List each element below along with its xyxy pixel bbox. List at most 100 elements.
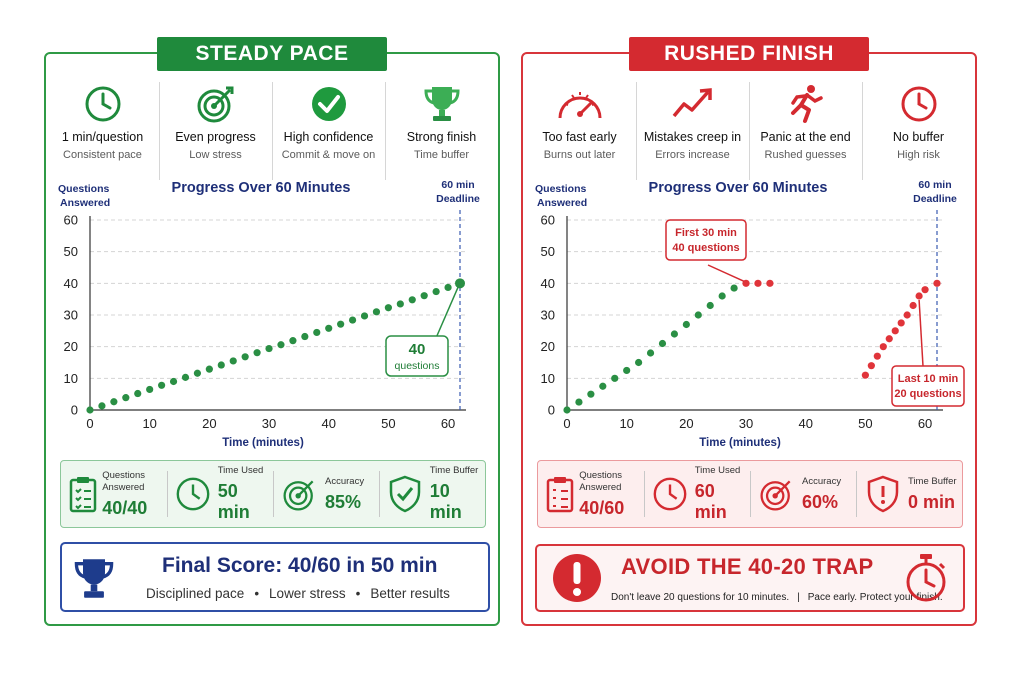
- separator-dot: •: [355, 586, 361, 601]
- x-tick-label: 40: [798, 416, 812, 431]
- data-point: [921, 286, 929, 294]
- x-tick-label: 30: [739, 416, 753, 431]
- deadline-label: Deadline: [913, 193, 957, 205]
- data-point: [86, 406, 94, 414]
- stat-value: 50 min: [217, 481, 250, 522]
- data-point: [396, 300, 404, 308]
- feature-title: High confidence: [283, 130, 374, 144]
- stat-time-buffer: Time Buffer 10 min: [379, 461, 485, 527]
- feature-title: No buffer: [892, 130, 945, 144]
- target-icon: [279, 475, 321, 513]
- feature-item: Mistakes creep in Errors increase: [636, 76, 749, 186]
- feature-item: 1 min/question Consistent pace: [46, 76, 159, 186]
- warning-sub-item: Don't leave 20 questions for 10 minutes.: [611, 592, 790, 603]
- data-point: [289, 337, 297, 345]
- data-point: [408, 296, 416, 304]
- final-sub-item: Lower stress: [269, 586, 346, 601]
- data-point: [229, 357, 237, 365]
- x-tick-label: 60: [441, 416, 455, 431]
- final-sub-item: Better results: [370, 586, 450, 601]
- deadline-label: Deadline: [436, 193, 480, 205]
- stat-value: 85%: [325, 491, 362, 512]
- data-point: [169, 377, 178, 386]
- steady-pace-panel: STEADY PACE 1 min/question Consistent pa…: [44, 37, 500, 626]
- target-icon: [756, 475, 798, 513]
- feature-title: Even progress: [175, 130, 256, 144]
- data-point: [444, 283, 452, 292]
- x-tick-label: 10: [142, 416, 156, 431]
- x-tick-label: 30: [262, 416, 276, 431]
- callout-text: First 30 min: [675, 227, 737, 239]
- data-point: [718, 292, 726, 300]
- feature-subtitle: Rushed guesses: [764, 149, 847, 161]
- stat-label: Time Used: [694, 465, 741, 476]
- x-tick-label: 20: [202, 416, 216, 431]
- data-point: [420, 292, 428, 300]
- trend-up-icon: [636, 80, 749, 128]
- feature-subtitle: Low stress: [189, 149, 242, 161]
- x-tick-label: 0: [86, 416, 93, 431]
- y-axis-label: Answered: [537, 197, 587, 209]
- x-tick-label: 40: [321, 416, 335, 431]
- shield-alert-icon: [862, 475, 904, 513]
- feature-item: Even progress Low stress: [159, 76, 272, 186]
- feature-title: Too fast early: [542, 130, 617, 144]
- clock-icon: [173, 475, 214, 513]
- feature-item: Strong finish Time buffer: [385, 76, 498, 186]
- feature-subtitle: Errors increase: [655, 149, 730, 161]
- separator-dot: •: [254, 586, 260, 601]
- data-point: [217, 361, 225, 369]
- warning-subtitle: Don't leave 20 questions for 10 minutes.…: [611, 592, 943, 603]
- data-point: [432, 287, 440, 296]
- data-point: [742, 279, 750, 287]
- x-tick-label: 0: [563, 416, 570, 431]
- exclamation-icon: [551, 552, 603, 609]
- final-score-title: Final Score: 40/60 in 50 min: [162, 554, 438, 577]
- speedometer-icon: [523, 80, 636, 128]
- feature-title: Mistakes creep in: [643, 130, 742, 144]
- stats-bar: Questions Answered 40/40 Time Used 50 mi…: [60, 460, 486, 528]
- stat-value: 40/60: [579, 497, 625, 518]
- data-point: [122, 394, 130, 402]
- stat-label: Accuracy: [802, 475, 842, 487]
- x-axis-label: Time (minutes): [222, 437, 304, 449]
- data-point: [587, 390, 595, 398]
- stat-value: 60 min: [694, 481, 727, 522]
- data-point: [205, 365, 213, 373]
- data-point: [646, 349, 655, 357]
- data-point: [348, 316, 357, 324]
- stat-time-used: Time Used 50 min: [167, 461, 273, 527]
- clock-icon: [862, 80, 975, 128]
- data-point: [885, 335, 893, 343]
- y-tick-label: 60: [541, 213, 555, 228]
- clock-icon: [650, 475, 691, 513]
- feature-item: Too fast early Burns out later: [523, 76, 636, 186]
- data-point: [98, 402, 106, 410]
- stat-label: Time Buffer: [908, 475, 957, 487]
- data-point: [915, 292, 923, 300]
- checkmark-icon: [272, 80, 385, 128]
- deadline-label: 60 min: [918, 179, 951, 191]
- data-point: [253, 349, 261, 357]
- feature-subtitle: Burns out later: [543, 149, 616, 161]
- data-point: [360, 312, 369, 320]
- feature-subtitle: Time buffer: [413, 149, 470, 161]
- feature-item: No buffer High risk: [862, 76, 975, 186]
- callout-value: 40: [409, 341, 426, 358]
- panel-banner: RUSHED FINISH: [629, 37, 869, 71]
- feature-item: Panic at the end Rushed guesses: [749, 76, 862, 186]
- stat-accuracy: Accuracy 60%: [750, 461, 856, 527]
- callout-line: [918, 299, 924, 367]
- stat-label: Time Buffer: [429, 465, 479, 476]
- x-axis-label: Time (minutes): [699, 437, 781, 449]
- data-point: [313, 328, 321, 337]
- data-point: [241, 353, 249, 361]
- feature-title: Panic at the end: [760, 130, 851, 144]
- data-point: [658, 339, 667, 348]
- shield-check-icon: [385, 475, 426, 513]
- data-point: [861, 371, 869, 379]
- data-point: [563, 406, 571, 414]
- callout-box: [665, 219, 747, 261]
- y-tick-label: 50: [541, 244, 555, 259]
- data-point: [325, 324, 333, 332]
